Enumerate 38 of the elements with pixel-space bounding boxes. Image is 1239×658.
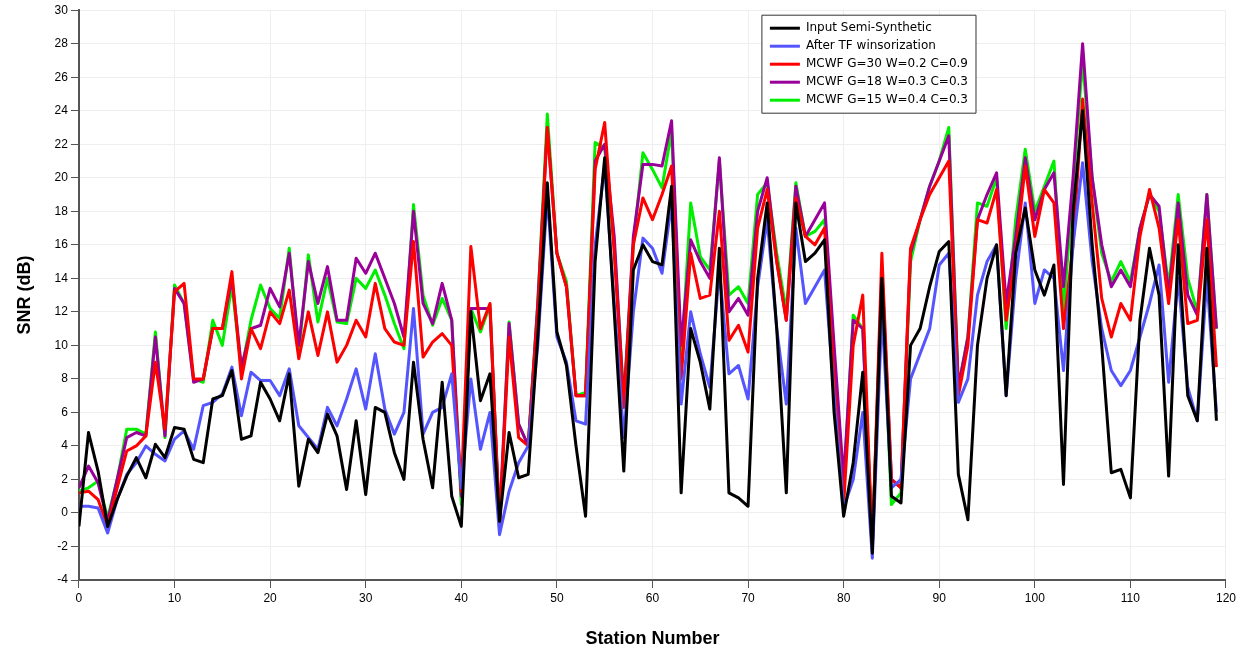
x-tick-label: 10 (167, 590, 182, 605)
x-axis-title: Station Number (585, 628, 720, 649)
x-tick-label: 80 (836, 590, 851, 605)
x-tick-label: 120 (1215, 590, 1237, 605)
legend-label: Input Semi-Synthetic (805, 20, 932, 35)
legend-label: After TF winsorization (805, 38, 936, 53)
x-tick-label: 90 (932, 590, 947, 605)
y-tick-label: 10 (54, 337, 69, 352)
x-tick-label: 60 (645, 590, 660, 605)
legend-label: MCWF G=18 W=0.3 C=0.3 (805, 74, 968, 89)
x-tick-label: 30 (359, 590, 373, 605)
y-tick-label: 20 (54, 170, 69, 185)
y-axis-title: SNR (dB) (13, 255, 34, 335)
x-tick-label: 50 (550, 590, 564, 605)
y-tick-label: 14 (54, 270, 69, 285)
x-tick-label: 110 (1120, 590, 1141, 605)
y-tick-label: 6 (61, 404, 69, 419)
y-tick-label: -2 (57, 538, 69, 553)
y-tick-label: 8 (61, 371, 69, 386)
x-tick-label: 0 (75, 590, 83, 605)
legend-label: MCWF G=30 W=0.2 C=0.9 (805, 56, 968, 71)
y-tick-label: -4 (57, 572, 69, 587)
x-tick-label: 70 (741, 590, 756, 605)
y-tick-label: 22 (54, 136, 69, 151)
y-tick-label: 4 (61, 438, 69, 453)
y-tick-label: 28 (54, 36, 69, 51)
y-tick-label: 30 (54, 2, 69, 17)
x-tick-label: 40 (454, 590, 469, 605)
y-tick-label: 12 (54, 304, 69, 319)
legend-label: MCWF G=15 W=0.4 C=0.3 (805, 92, 968, 107)
y-tick-label: 26 (54, 69, 69, 84)
y-tick-label: 18 (54, 203, 69, 218)
y-tick-label: 16 (54, 237, 69, 252)
x-tick-label: 20 (263, 590, 278, 605)
y-tick-label: 2 (61, 471, 69, 486)
x-tick-label: 100 (1024, 590, 1046, 605)
y-tick-label: 24 (54, 103, 69, 118)
y-tick-label: 0 (61, 505, 69, 520)
